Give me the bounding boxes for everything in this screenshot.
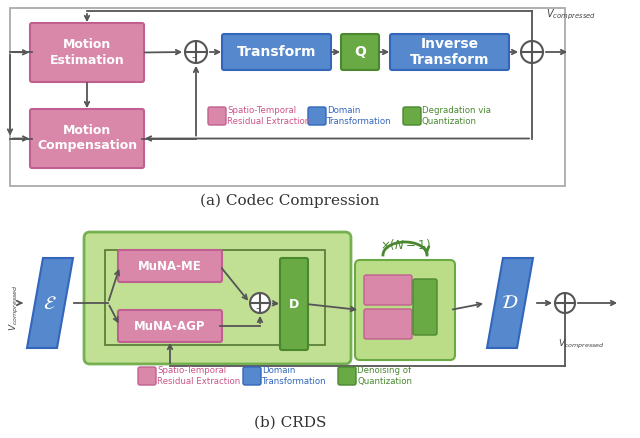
Text: $\mathcal{E}$: $\mathcal{E}$: [43, 293, 57, 312]
FancyBboxPatch shape: [308, 107, 326, 125]
FancyBboxPatch shape: [118, 310, 222, 342]
Text: -: -: [255, 303, 259, 313]
FancyBboxPatch shape: [413, 279, 437, 335]
Text: $V_{compressed}$: $V_{compressed}$: [546, 8, 596, 22]
FancyBboxPatch shape: [208, 107, 226, 125]
Text: Degradation via
Quantization: Degradation via Quantization: [422, 106, 491, 126]
Text: MuNA-AGP: MuNA-AGP: [134, 319, 205, 332]
Circle shape: [185, 41, 207, 63]
FancyBboxPatch shape: [355, 260, 455, 360]
FancyBboxPatch shape: [364, 275, 412, 305]
Text: $\times(N-1)$: $\times(N-1)$: [380, 237, 430, 252]
Text: D: D: [289, 297, 299, 311]
FancyBboxPatch shape: [403, 107, 421, 125]
FancyBboxPatch shape: [338, 367, 356, 385]
Text: Transform: Transform: [237, 45, 316, 59]
Circle shape: [521, 41, 543, 63]
FancyBboxPatch shape: [390, 34, 509, 70]
Text: -: -: [191, 52, 195, 62]
Circle shape: [250, 293, 270, 313]
Text: Motion
Compensation: Motion Compensation: [37, 124, 137, 152]
Text: $V_{compressed}$: $V_{compressed}$: [8, 285, 21, 331]
Text: Spatio-Temporal
Residual Extraction: Spatio-Temporal Residual Extraction: [157, 366, 240, 386]
Polygon shape: [487, 258, 533, 348]
Text: Denoising of
Quantization: Denoising of Quantization: [357, 366, 412, 386]
Text: (b) CRDS: (b) CRDS: [254, 416, 326, 430]
Bar: [10, 8, 565, 186]
Circle shape: [555, 293, 575, 313]
FancyBboxPatch shape: [84, 232, 351, 364]
Text: (a) Codec Compression: (a) Codec Compression: [200, 194, 380, 208]
FancyBboxPatch shape: [364, 309, 412, 339]
Bar: [105, 250, 325, 345]
FancyBboxPatch shape: [30, 23, 144, 82]
Text: Motion
Estimation: Motion Estimation: [50, 39, 124, 67]
Text: Inverse
Transform: Inverse Transform: [410, 37, 489, 67]
FancyBboxPatch shape: [138, 367, 156, 385]
FancyBboxPatch shape: [118, 250, 222, 282]
Text: Q: Q: [354, 45, 366, 59]
FancyBboxPatch shape: [222, 34, 331, 70]
Text: $V_{compressed}$: $V_{compressed}$: [558, 338, 605, 351]
Text: Domain
Transformation: Domain Transformation: [327, 106, 392, 126]
FancyBboxPatch shape: [30, 109, 144, 168]
Text: Domain
Transformation: Domain Transformation: [262, 366, 326, 386]
Text: Spatio-Temporal
Residual Extraction: Spatio-Temporal Residual Extraction: [227, 106, 310, 126]
FancyBboxPatch shape: [341, 34, 379, 70]
FancyBboxPatch shape: [280, 258, 308, 350]
Text: $\mathcal{D}$: $\mathcal{D}$: [501, 293, 518, 312]
Text: MuNA-ME: MuNA-ME: [138, 259, 202, 272]
FancyBboxPatch shape: [243, 367, 261, 385]
Polygon shape: [27, 258, 73, 348]
